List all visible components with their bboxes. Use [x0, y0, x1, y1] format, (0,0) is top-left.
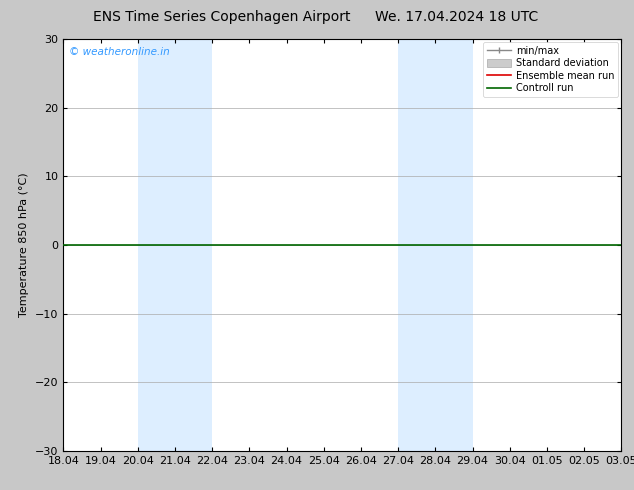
Text: We. 17.04.2024 18 UTC: We. 17.04.2024 18 UTC	[375, 10, 538, 24]
Text: © weatheronline.in: © weatheronline.in	[69, 48, 170, 57]
Text: ENS Time Series Copenhagen Airport: ENS Time Series Copenhagen Airport	[93, 10, 351, 24]
Legend: min/max, Standard deviation, Ensemble mean run, Controll run: min/max, Standard deviation, Ensemble me…	[483, 42, 618, 97]
Bar	[138, 39, 212, 451]
Y-axis label: Temperature 850 hPa (°C): Temperature 850 hPa (°C)	[20, 172, 30, 318]
Bar	[398, 39, 472, 451]
